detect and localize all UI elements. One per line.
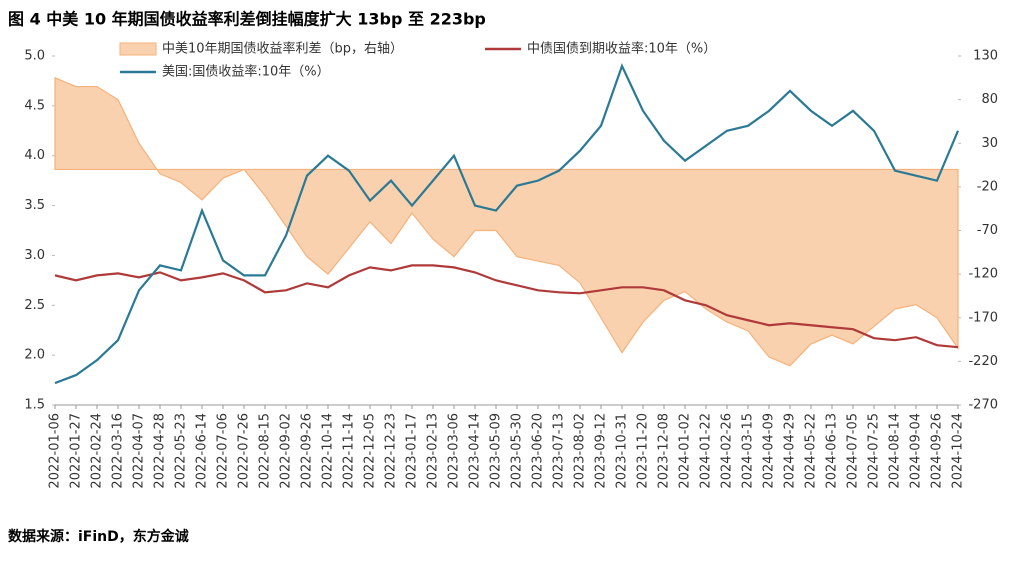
x-tick-label: 2022-12-05 <box>363 413 378 489</box>
x-tick-label: 2023-05-30 <box>510 413 525 489</box>
x-tick-label: 2022-07-06 <box>216 413 231 489</box>
y2-tick-label: 30 <box>981 136 998 151</box>
x-tick-label: 2023-10-31 <box>615 413 630 489</box>
x-tick-label: 2022-01-06 <box>48 413 63 489</box>
x-tick-label: 2023-07-13 <box>552 413 567 489</box>
x-tick-label: 2022-03-16 <box>111 413 126 489</box>
x-tick-label: 2024-04-29 <box>783 413 798 489</box>
x-tick-label: 2024-07-25 <box>867 413 882 489</box>
y2-tick-label: -270 <box>968 398 998 413</box>
x-tick-label: 2023-03-06 <box>447 413 462 489</box>
y2-tick-label: -120 <box>968 267 998 282</box>
x-tick-label: 2024-02-26 <box>720 413 735 489</box>
y-tick-label: 4.5 <box>24 98 45 113</box>
x-tick-label: 2023-04-14 <box>468 413 483 489</box>
x-tick-label: 2023-02-13 <box>426 413 441 489</box>
y2-tick-label: -70 <box>977 223 998 238</box>
x-tick-label: 2022-07-26 <box>237 413 252 489</box>
x-tick-label: 2024-01-02 <box>678 413 693 489</box>
legend-label: 中债国债到期收益率:10年（%） <box>527 41 716 57</box>
x-tick-label: 2024-05-22 <box>804 413 819 489</box>
x-tick-label: 2022-01-27 <box>69 413 84 489</box>
line <box>54 264 959 349</box>
y2-tick-label: -20 <box>977 179 998 194</box>
x-tick-label: 2022-08-15 <box>258 413 273 489</box>
y-tick-label: 2.5 <box>24 298 45 313</box>
x-tick-label: 2022-04-07 <box>132 413 147 489</box>
x-tick-label: 2024-07-05 <box>846 413 861 489</box>
x-tick-label: 2024-06-13 <box>825 413 840 489</box>
x-tick-label: 2022-12-23 <box>384 413 399 489</box>
x-tick-label: 2024-01-22 <box>699 413 714 489</box>
x-tick-label: 2022-06-14 <box>195 413 210 489</box>
y-tick-label: 1.5 <box>24 398 45 413</box>
x-tick-label: 2024-03-15 <box>741 413 756 489</box>
x-tick-label: 2024-10-24 <box>951 413 966 489</box>
x-tick-label: 2023-11-20 <box>636 413 651 489</box>
legend-swatch <box>119 42 157 56</box>
x-tick-label: 2022-10-14 <box>321 413 336 489</box>
x-tick-label: 2024-04-09 <box>762 413 777 489</box>
x-tick-label: 2024-08-14 <box>888 413 903 489</box>
legend-label: 美国:国债收益率:10年（%） <box>162 64 330 80</box>
x-tick-label: 2024-09-26 <box>930 413 945 489</box>
y-tick-label: 2.0 <box>24 348 45 363</box>
x-tick-label: 2022-05-23 <box>174 413 189 489</box>
y2-tick-label: -170 <box>968 310 998 325</box>
y2-tick-label: -220 <box>968 354 998 369</box>
x-tick-label: 2023-12-08 <box>657 413 672 489</box>
x-tick-label: 2024-09-04 <box>909 413 924 489</box>
x-tick-label: 2022-04-28 <box>153 413 168 489</box>
x-tick-label: 2023-08-02 <box>573 413 588 489</box>
legend-label: 中美10年期国债收益率利差（bp，右轴） <box>162 41 403 57</box>
y-tick-label: 3.0 <box>24 248 45 263</box>
area <box>54 76 959 367</box>
x-tick-label: 2023-06-20 <box>531 413 546 489</box>
y-tick-label: 3.5 <box>24 198 45 213</box>
x-tick-label: 2023-01-17 <box>405 413 420 489</box>
x-tick-label: 2022-02-24 <box>90 413 105 489</box>
x-tick-label: 2022-11-14 <box>342 413 357 489</box>
chart-title: 图 4 中美 10 年期国债收益率利差倒挂幅度扩大 13bp 至 223bp <box>8 10 486 29</box>
x-tick-label: 2023-05-09 <box>489 413 504 489</box>
y2-tick-label: 130 <box>973 49 998 64</box>
x-tick-label: 2023-09-12 <box>594 413 609 489</box>
x-tick-label: 2022-09-02 <box>279 413 294 489</box>
y2-tick-label: 80 <box>981 92 998 107</box>
line <box>54 63 960 385</box>
y-tick-label: 5.0 <box>24 49 45 64</box>
x-tick-label: 2022-09-26 <box>300 413 315 489</box>
source-note: 数据来源：iFinD，东方金诚 <box>8 528 189 545</box>
y-tick-label: 4.0 <box>24 148 45 163</box>
